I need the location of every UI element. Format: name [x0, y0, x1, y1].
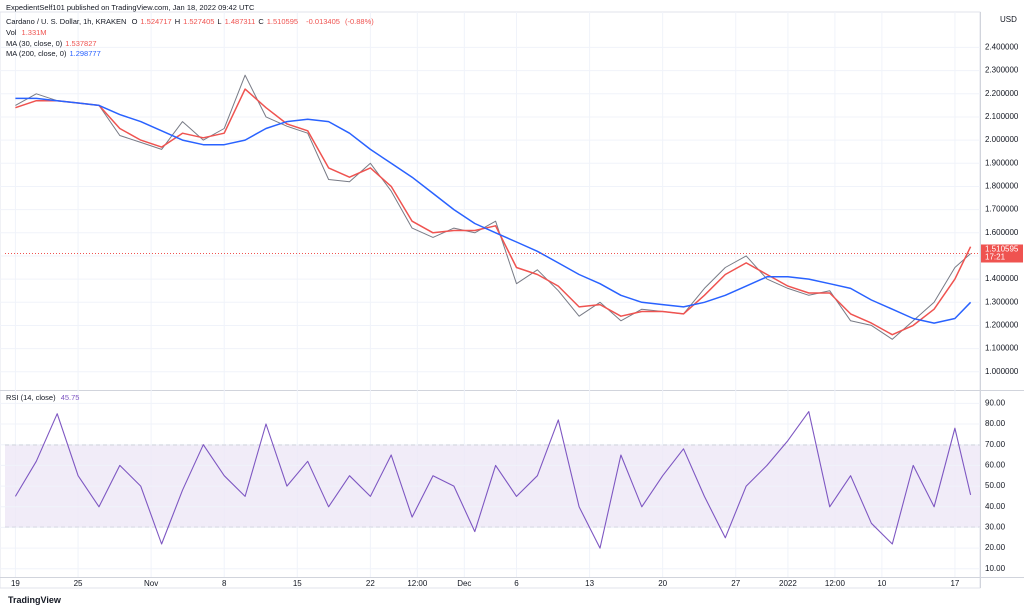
x-tick-label: 12:00 [825, 579, 846, 588]
y-tick-label: 30.00 [985, 523, 1006, 532]
ohlc-label: L [217, 17, 222, 26]
volume-row: Vol 1.331M [6, 28, 50, 38]
rsi-title: RSI (14, close) [6, 393, 56, 402]
symbol-title: Cardano / U. S. Dollar, 1h, KRAKEN [6, 17, 127, 26]
legend-name: MA (200, close, 0) [6, 49, 67, 58]
x-tick-label: 19 [11, 579, 20, 588]
ohlc-label: O [131, 17, 138, 26]
legend-name: MA (30, close, 0) [6, 39, 63, 48]
y-tick-label: 1.300000 [985, 297, 1019, 306]
volume-value: 1.331M [21, 28, 47, 37]
ohlc-value: 1.487311 [224, 17, 256, 26]
ohlc-value: 1.510595 [266, 17, 299, 26]
price-line [15, 74, 971, 340]
y-tick-label: 1.600000 [985, 228, 1019, 237]
ma-line [15, 97, 972, 324]
ma-line [15, 88, 972, 336]
y-tick-label: 2.400000 [985, 43, 1019, 52]
y-tick-label: 1.100000 [985, 344, 1019, 353]
legend-entry: MA (200, close, 0) 1.298777 [6, 49, 104, 59]
currency-label: USD [1000, 15, 1017, 24]
ohlc-label: H [174, 17, 181, 26]
change-pct: (-0.88%) [345, 17, 374, 26]
change: -0.013405 [306, 17, 340, 26]
y-tick-label: 70.00 [985, 440, 1006, 449]
x-tick-label: 25 [74, 579, 83, 588]
y-tick-label: 40.00 [985, 502, 1006, 511]
legend-value: 1.537827 [65, 39, 97, 48]
y-tick-label: 1.400000 [985, 274, 1019, 283]
x-tick-label: 8 [222, 579, 227, 588]
volume-label: Vol [6, 28, 17, 37]
y-tick-label: 2.200000 [985, 89, 1019, 98]
x-tick-label: 13 [585, 579, 594, 588]
legend-value: 1.298777 [69, 49, 101, 58]
rsi-line [14, 411, 972, 549]
countdown-label: 17:21 [985, 253, 1006, 262]
x-tick-label: 12:00 [407, 579, 428, 588]
x-tick-label: 17 [950, 579, 959, 588]
y-tick-label: 10.00 [985, 564, 1006, 573]
y-tick-label: 90.00 [985, 398, 1006, 407]
ohlc-value: 1.527405 [183, 17, 215, 26]
legend-entry: MA (30, close, 0) 1.537827 [6, 39, 100, 49]
y-tick-label: 1.000000 [985, 367, 1019, 376]
y-tick-label: 2.000000 [985, 135, 1019, 144]
rsi-legend: RSI (14, close) 45.75 [6, 393, 82, 403]
symbol-row: Cardano / U. S. Dollar, 1h, KRAKEN O 1.52… [6, 17, 377, 27]
y-tick-label: 1.700000 [985, 205, 1019, 214]
rsi-last: 45.75 [60, 393, 80, 402]
x-tick-label: 15 [293, 579, 302, 588]
y-tick-label: 2.300000 [985, 66, 1019, 75]
x-tick-label: 10 [877, 579, 886, 588]
y-tick-label: 50.00 [985, 481, 1006, 490]
x-tick-label: 22 [366, 579, 375, 588]
y-tick-label: 2.100000 [985, 112, 1019, 121]
y-tick-label: 1.200000 [985, 321, 1019, 330]
ohlc-label: C [258, 17, 264, 26]
y-tick-label: 1.900000 [985, 158, 1019, 167]
publisher-line: ExpedientSelf101 published on TradingVie… [6, 3, 255, 12]
last-price-box [981, 244, 1023, 263]
ohlc: O 1.524717 H 1.527405 L 1.487311 C 1.510595 [132, 17, 301, 26]
x-tick-label: 6 [514, 579, 519, 588]
y-tick-label: 1.800000 [985, 182, 1019, 191]
y-tick-label: 80.00 [985, 419, 1006, 428]
last-price-label: 1.510595 [985, 245, 1019, 254]
x-tick-label: 27 [731, 579, 740, 588]
ohlc-value: 1.524717 [140, 17, 172, 26]
x-tick-label: 20 [658, 579, 667, 588]
footer-logo: TradingView [8, 595, 61, 605]
x-tick-label: 2022 [779, 579, 797, 588]
x-tick-label: Dec [457, 579, 471, 588]
y-tick-label: 60.00 [985, 460, 1006, 469]
x-tick-label: Nov [144, 579, 158, 588]
y-tick-label: 20.00 [985, 543, 1006, 552]
